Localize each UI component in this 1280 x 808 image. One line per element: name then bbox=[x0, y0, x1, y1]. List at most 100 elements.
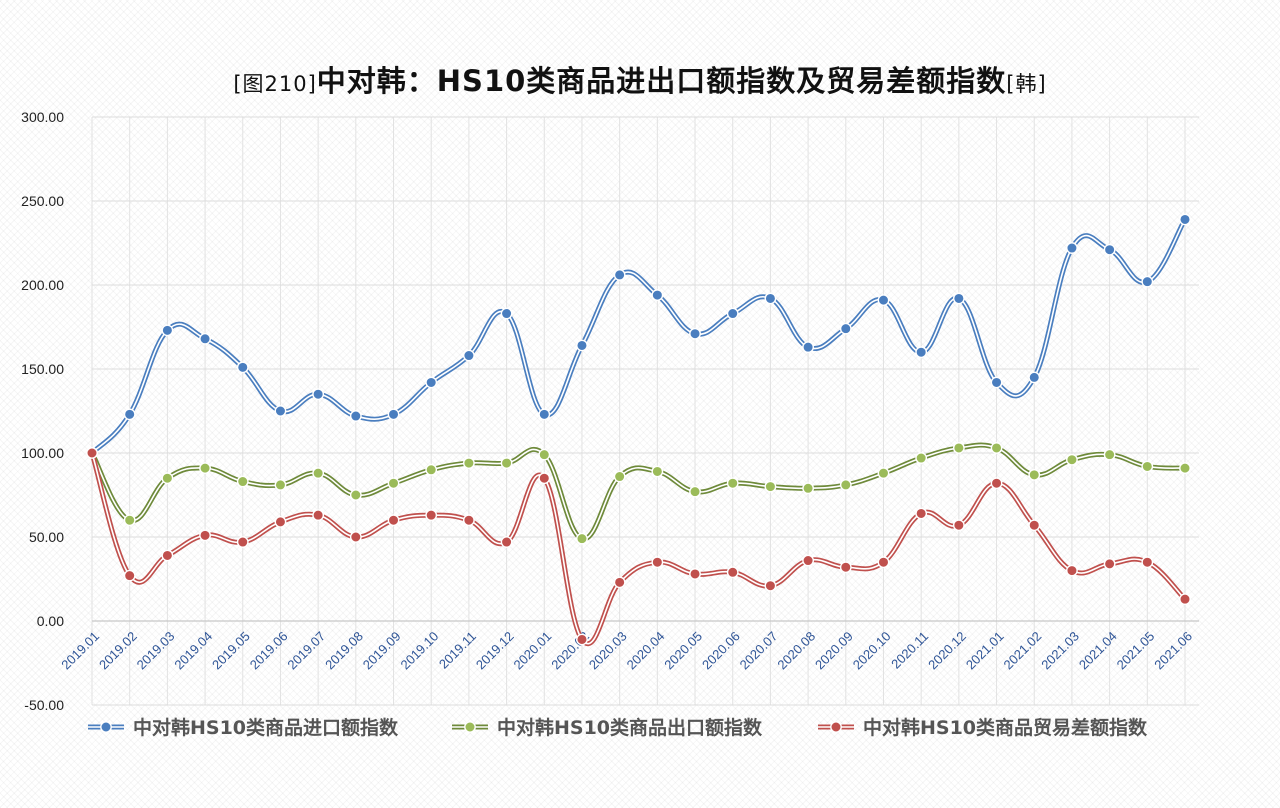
series-line-outer bbox=[90, 218, 1188, 455]
data-point bbox=[312, 509, 325, 522]
data-point bbox=[952, 292, 965, 305]
data-point bbox=[877, 556, 890, 569]
legend-item-3: 中对韩HS10类商品贸易差额指数 bbox=[818, 716, 1148, 739]
x-tick-label: 2019.09 bbox=[360, 629, 404, 673]
data-point bbox=[1066, 453, 1078, 466]
x-tick-label: 2020.08 bbox=[774, 629, 818, 673]
series-lines bbox=[86, 213, 1191, 646]
data-point bbox=[990, 442, 1003, 454]
x-tick-label: 2020.01 bbox=[511, 629, 555, 673]
data-point bbox=[425, 509, 438, 522]
y-tick-label: 150.00 bbox=[21, 361, 64, 377]
x-tick-label: 2020.06 bbox=[699, 629, 743, 673]
data-point bbox=[387, 477, 400, 490]
legend-item-1: 中对韩HS10类商品进口额指数 bbox=[88, 716, 399, 739]
series-line-outer bbox=[89, 452, 1187, 646]
data-point bbox=[538, 408, 551, 421]
data-point bbox=[764, 292, 777, 305]
data-point bbox=[500, 457, 513, 469]
data-point bbox=[199, 332, 211, 345]
x-tick-label: 2020.10 bbox=[850, 629, 894, 673]
data-point bbox=[236, 475, 249, 488]
legend-label: 中对韩HS10类商品进口额指数 bbox=[133, 716, 399, 739]
x-tick-label: 2019.03 bbox=[134, 629, 178, 673]
data-point bbox=[1028, 371, 1041, 384]
data-point bbox=[123, 408, 136, 421]
data-point bbox=[613, 269, 626, 281]
x-tick-label: 2020.05 bbox=[661, 629, 705, 673]
series-2 bbox=[86, 442, 1191, 545]
y-tick-label: -50.00 bbox=[24, 697, 64, 713]
data-point bbox=[1179, 593, 1191, 606]
data-point bbox=[915, 346, 928, 359]
data-point bbox=[274, 405, 287, 417]
x-tick-label: 2021.04 bbox=[1076, 629, 1120, 673]
data-point bbox=[802, 341, 815, 354]
data-point bbox=[349, 489, 362, 501]
x-tick-label: 2019.11 bbox=[436, 629, 479, 672]
data-point bbox=[425, 463, 438, 476]
data-point bbox=[726, 477, 739, 490]
x-tick-label: 2019.01 bbox=[58, 629, 102, 673]
y-tick-label: 250.00 bbox=[21, 193, 64, 209]
data-point bbox=[689, 485, 701, 498]
data-point bbox=[1103, 448, 1116, 461]
x-tick-label: 2019.07 bbox=[284, 629, 328, 673]
data-point bbox=[462, 349, 475, 362]
x-tick-label: 2020.12 bbox=[925, 629, 969, 673]
data-point bbox=[1103, 557, 1116, 570]
data-point bbox=[349, 531, 362, 543]
data-point bbox=[689, 568, 701, 580]
data-point bbox=[990, 477, 1003, 490]
data-point bbox=[651, 289, 664, 301]
title-main: 中对韩：HS10类商品进出口额指数及贸易差额指数 bbox=[316, 64, 1007, 98]
data-point bbox=[161, 324, 174, 337]
data-point bbox=[387, 408, 400, 421]
data-point bbox=[726, 307, 739, 320]
data-point bbox=[1141, 275, 1154, 288]
data-point bbox=[462, 457, 475, 469]
data-point bbox=[274, 479, 287, 491]
data-point bbox=[1179, 213, 1191, 226]
data-point bbox=[236, 536, 249, 548]
data-point bbox=[349, 410, 362, 422]
x-tick-label: 2019.05 bbox=[209, 629, 253, 673]
data-point bbox=[199, 529, 211, 542]
axes: -50.00 0.00 50.00 100.00 150.00 200.00 250.00 3… bbox=[21, 109, 1199, 713]
data-point bbox=[839, 561, 852, 574]
legend-marker bbox=[464, 721, 476, 733]
series-line-inner bbox=[91, 452, 1186, 645]
x-tick-label: 2019.10 bbox=[397, 629, 441, 673]
data-point bbox=[952, 442, 965, 454]
data-point bbox=[387, 514, 400, 527]
data-point bbox=[915, 452, 928, 464]
x-tick-label: 2020.04 bbox=[624, 629, 668, 673]
data-point bbox=[877, 294, 890, 307]
y-tick-label: 300.00 bbox=[21, 109, 64, 125]
x-tick-label: 2021.05 bbox=[1114, 629, 1158, 673]
x-tick-label: 2021.01 bbox=[963, 629, 1007, 673]
series-1 bbox=[86, 213, 1191, 459]
series-3 bbox=[86, 447, 1191, 646]
y-tick-label: 200.00 bbox=[21, 277, 64, 293]
data-point bbox=[1141, 460, 1154, 473]
series-line-inner bbox=[91, 444, 1186, 540]
data-point bbox=[915, 507, 928, 520]
legend-item-2: 中对韩HS10类商品出口额指数 bbox=[452, 716, 763, 739]
x-tick-label: 2020.03 bbox=[586, 629, 630, 673]
data-point bbox=[123, 569, 136, 582]
data-point bbox=[274, 515, 287, 528]
series-line-inner bbox=[91, 219, 1186, 454]
data-point bbox=[500, 307, 513, 320]
data-point bbox=[877, 467, 890, 480]
data-point bbox=[538, 448, 551, 461]
data-point bbox=[1066, 564, 1078, 577]
x-tick-label: 2021.02 bbox=[1001, 629, 1045, 673]
data-point bbox=[952, 519, 965, 532]
x-tick-label: 2019.04 bbox=[171, 629, 215, 673]
data-point bbox=[236, 361, 249, 374]
series-line-outer bbox=[89, 442, 1186, 542]
title-suffix: [韩] bbox=[1006, 72, 1047, 96]
legend: 中对韩HS10类商品进口额指数 中对韩HS10类商品出口额指数 中对韩HS10类商品… bbox=[88, 716, 1148, 739]
